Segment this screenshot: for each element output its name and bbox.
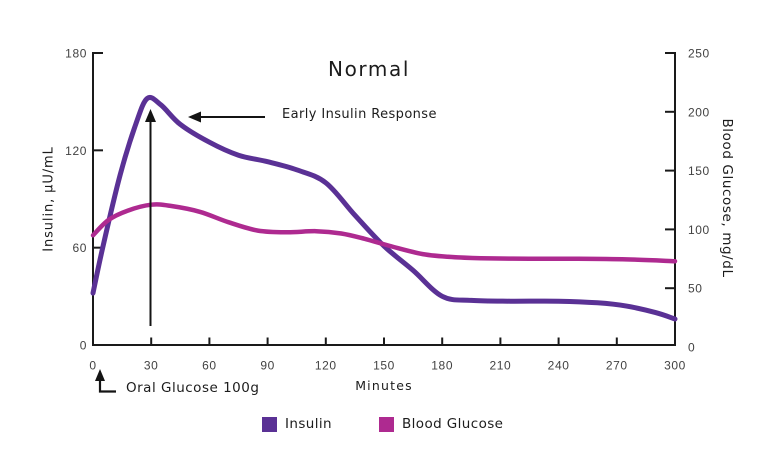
- x-tick-label: 300: [664, 359, 686, 373]
- x-tick-label: 90: [260, 359, 275, 373]
- x-tick-label: 150: [373, 359, 395, 373]
- right-tick-label: 200: [688, 105, 710, 119]
- legend-item-insulin: Insulin: [262, 416, 332, 432]
- x-axis-label: Minutes: [355, 378, 413, 393]
- x-tick-label: 60: [202, 359, 217, 373]
- right-axis-label: Blood Glucose, mg/dL: [719, 118, 735, 278]
- left-tick-label: 0: [80, 339, 87, 353]
- x-tick-label: 0: [89, 359, 96, 373]
- oral-glucose-arrowhead-icon: [95, 369, 105, 381]
- left-tick-label: 180: [65, 47, 87, 61]
- left-axis-label: Insulin, μU/mL: [41, 146, 57, 252]
- legend-label-insulin: Insulin: [285, 416, 332, 432]
- peak-arrowhead-icon: [145, 109, 156, 122]
- blood-glucose-swatch-icon: [379, 416, 394, 432]
- right-tick-label: 250: [688, 47, 710, 61]
- right-tick-label: 0: [688, 341, 695, 355]
- x-tick-label: 270: [606, 359, 628, 373]
- insulin-swatch-icon: [262, 416, 277, 432]
- left-tick-label: 60: [72, 241, 87, 255]
- right-tick-label: 150: [688, 164, 710, 178]
- early-insulin-arrowhead-icon: [188, 111, 201, 123]
- axes-layer: 0 30 60 90 120 150 180 210 240 270 300060120180050…: [65, 47, 710, 373]
- annotation-arrows: [95, 109, 265, 393]
- chart-title: Normal: [328, 57, 410, 81]
- oral-glucose-label: Oral Glucose 100g: [126, 380, 260, 396]
- x-tick-label: 120: [315, 359, 337, 373]
- x-tick-label: 180: [431, 359, 453, 373]
- right-tick-label: 50: [688, 282, 703, 296]
- right-tick-label: 100: [688, 223, 710, 237]
- series-curve-insulin: [90, 94, 678, 322]
- legend-item-blood-glucose: Blood Glucose: [379, 416, 503, 432]
- x-tick-label: 240: [548, 359, 570, 373]
- x-tick-label: 30: [144, 359, 159, 373]
- legend-label-blood-glucose: Blood Glucose: [402, 416, 504, 432]
- x-tick-label: 210: [489, 359, 511, 373]
- early-insulin-response-label: Early Insulin Response: [282, 107, 437, 122]
- left-tick-label: 120: [65, 144, 87, 158]
- curves-layer: [90, 94, 678, 322]
- series-curve-blood-glucose: [90, 202, 678, 264]
